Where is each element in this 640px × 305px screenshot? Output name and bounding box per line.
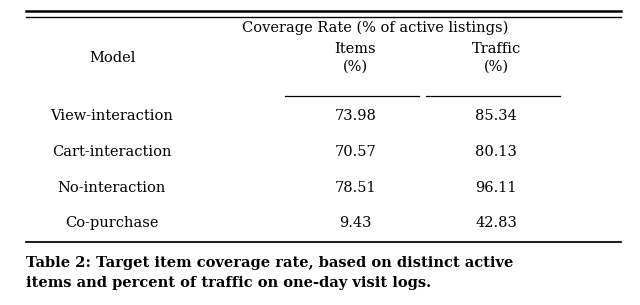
Text: 42.83: 42.83 (475, 216, 517, 230)
Text: Traffic
(%): Traffic (%) (472, 42, 520, 74)
Text: 78.51: 78.51 (334, 181, 376, 195)
Text: View-interaction: View-interaction (51, 109, 173, 123)
Text: Items
(%): Items (%) (334, 42, 376, 74)
Text: Model: Model (89, 51, 135, 65)
Text: 96.11: 96.11 (476, 181, 516, 195)
Text: 70.57: 70.57 (334, 145, 376, 160)
Text: Table 2: Target item coverage rate, based on distinct active
items and percent o: Table 2: Target item coverage rate, base… (26, 256, 513, 290)
Text: Cart-interaction: Cart-interaction (52, 145, 172, 160)
Text: 85.34: 85.34 (475, 109, 517, 123)
Text: 9.43: 9.43 (339, 216, 371, 230)
Text: 80.13: 80.13 (475, 145, 517, 160)
Text: 73.98: 73.98 (334, 109, 376, 123)
Text: No-interaction: No-interaction (58, 181, 166, 195)
Text: Co-purchase: Co-purchase (65, 216, 159, 230)
Text: Coverage Rate (% of active listings): Coverage Rate (% of active listings) (243, 21, 509, 35)
